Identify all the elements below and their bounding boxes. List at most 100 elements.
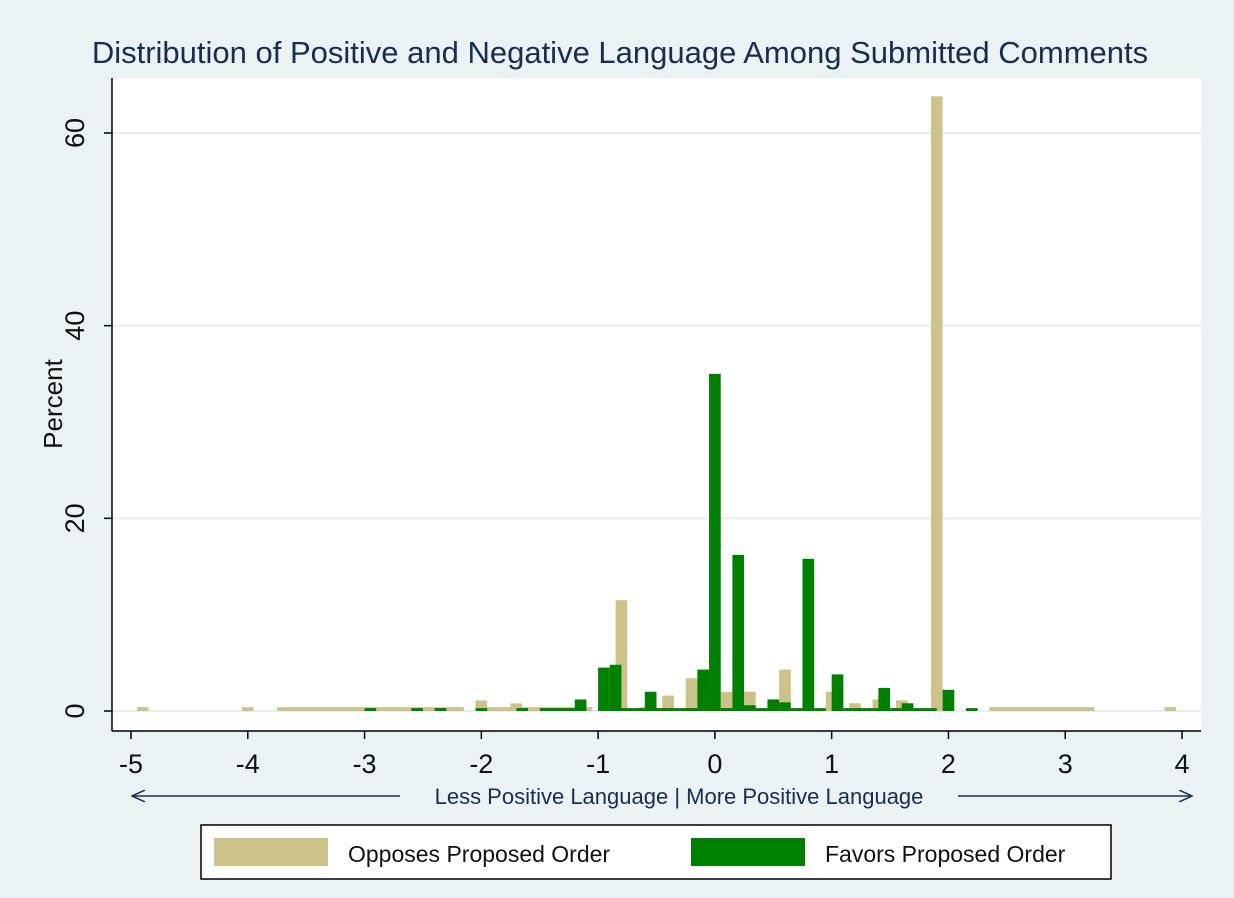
bar-favors xyxy=(767,699,780,711)
legend-label-favors: Favors Proposed Order xyxy=(825,841,1066,867)
bar-favors xyxy=(598,667,610,711)
bar-favors xyxy=(942,689,955,711)
bar-opposes xyxy=(1071,707,1083,711)
y-tick-label: 0 xyxy=(60,703,90,718)
bar-opposes xyxy=(288,707,301,711)
bar-opposes xyxy=(1164,707,1177,711)
x-annotation: Less Positive Language | More Positive L… xyxy=(132,784,1192,809)
bar-favors xyxy=(633,708,645,711)
bar-favors xyxy=(814,708,826,711)
bar-favors xyxy=(779,702,791,711)
bar-favors xyxy=(679,708,692,711)
axes-layer: 0 20 40 60 -5 -4 -3 -2 -1 0 1 2 3 4 xyxy=(60,78,1201,779)
bar-favors xyxy=(668,708,680,711)
x-tick-label: -4 xyxy=(236,749,260,779)
bar-favors xyxy=(755,708,768,711)
bar-favors xyxy=(539,708,552,711)
bar-opposes xyxy=(1036,707,1048,711)
bar-favors xyxy=(913,708,926,711)
legend: Opposes Proposed Order Favors Proposed O… xyxy=(200,824,1112,880)
bar-opposes xyxy=(241,707,254,711)
chart-title: Distribution of Positive and Negative La… xyxy=(92,35,1148,70)
bar-favors xyxy=(965,708,978,711)
bar-favors xyxy=(831,674,844,711)
bar-opposes xyxy=(685,678,698,711)
x-tick-label: -3 xyxy=(353,749,377,779)
bar-favors xyxy=(866,708,879,711)
bars-layer xyxy=(136,96,1177,711)
x-tick-label: -2 xyxy=(469,749,493,779)
legend-swatch-favors xyxy=(691,838,805,866)
bar-opposes xyxy=(382,707,394,711)
bar-opposes xyxy=(989,707,1001,711)
bar-opposes xyxy=(452,707,464,711)
legend-swatch-opposes xyxy=(214,838,328,866)
bar-opposes xyxy=(1024,707,1037,711)
x-tick-label: -5 xyxy=(119,749,143,779)
bar-favors xyxy=(364,708,377,711)
bar-opposes xyxy=(393,707,406,711)
bar-opposes xyxy=(498,707,511,711)
bar-favors xyxy=(411,708,423,711)
bar-favors xyxy=(802,558,815,711)
bar-favors xyxy=(925,708,937,711)
bar-opposes xyxy=(930,96,943,711)
bar-favors xyxy=(516,708,529,711)
bar-opposes xyxy=(347,707,359,711)
bar-opposes xyxy=(475,700,488,711)
bar-favors xyxy=(720,708,733,711)
bar-opposes xyxy=(323,707,336,711)
bar-opposes xyxy=(510,703,523,711)
bar-favors xyxy=(890,708,902,711)
y-tick-label: 60 xyxy=(60,118,90,148)
x-tick-label: 4 xyxy=(1174,749,1189,779)
bar-opposes xyxy=(312,707,324,711)
bar-opposes xyxy=(849,703,861,711)
bar-opposes xyxy=(779,669,791,711)
bar-favors xyxy=(609,664,622,711)
plot-area xyxy=(112,78,1201,731)
bar-favors xyxy=(732,554,745,711)
y-tick-label: 20 xyxy=(60,503,90,533)
bar-favors xyxy=(551,708,564,711)
bar-opposes xyxy=(276,707,289,711)
bar-favors xyxy=(434,708,447,711)
x-tick-label: -1 xyxy=(586,749,610,779)
bar-favors xyxy=(574,699,587,711)
bar-favors xyxy=(878,687,891,711)
bar-opposes xyxy=(136,707,149,711)
bar-favors xyxy=(656,708,669,711)
bar-favors xyxy=(709,373,721,711)
bar-favors xyxy=(621,708,634,711)
bar-opposes xyxy=(720,691,733,711)
bar-opposes xyxy=(662,695,675,711)
x-tick-label: 3 xyxy=(1058,749,1073,779)
bar-opposes xyxy=(300,707,313,711)
legend-box xyxy=(200,824,1112,880)
y-tick-label: 40 xyxy=(60,311,90,341)
bar-opposes xyxy=(1047,707,1060,711)
bar-opposes xyxy=(1082,707,1095,711)
annotation-text: Less Positive Language | More Positive L… xyxy=(435,784,924,809)
bar-favors xyxy=(790,708,803,711)
legend-label-opposes: Opposes Proposed Order xyxy=(348,841,610,867)
bar-opposes xyxy=(487,707,499,711)
bar-opposes xyxy=(1059,707,1072,711)
bar-opposes xyxy=(744,691,756,711)
bar-favors xyxy=(744,705,756,711)
x-tick-label: 0 xyxy=(707,749,722,779)
bar-opposes xyxy=(522,707,534,711)
x-tick-label: 1 xyxy=(824,749,839,779)
x-tick-label: 2 xyxy=(941,749,956,779)
bar-favors xyxy=(855,708,867,711)
bar-opposes xyxy=(1012,707,1025,711)
bar-favors xyxy=(843,708,856,711)
bar-opposes xyxy=(1000,707,1013,711)
y-axis-title: Percent xyxy=(38,358,68,448)
bar-favors xyxy=(901,703,914,711)
bar-favors xyxy=(644,691,657,711)
bar-opposes xyxy=(335,707,348,711)
bar-opposes xyxy=(615,600,628,711)
